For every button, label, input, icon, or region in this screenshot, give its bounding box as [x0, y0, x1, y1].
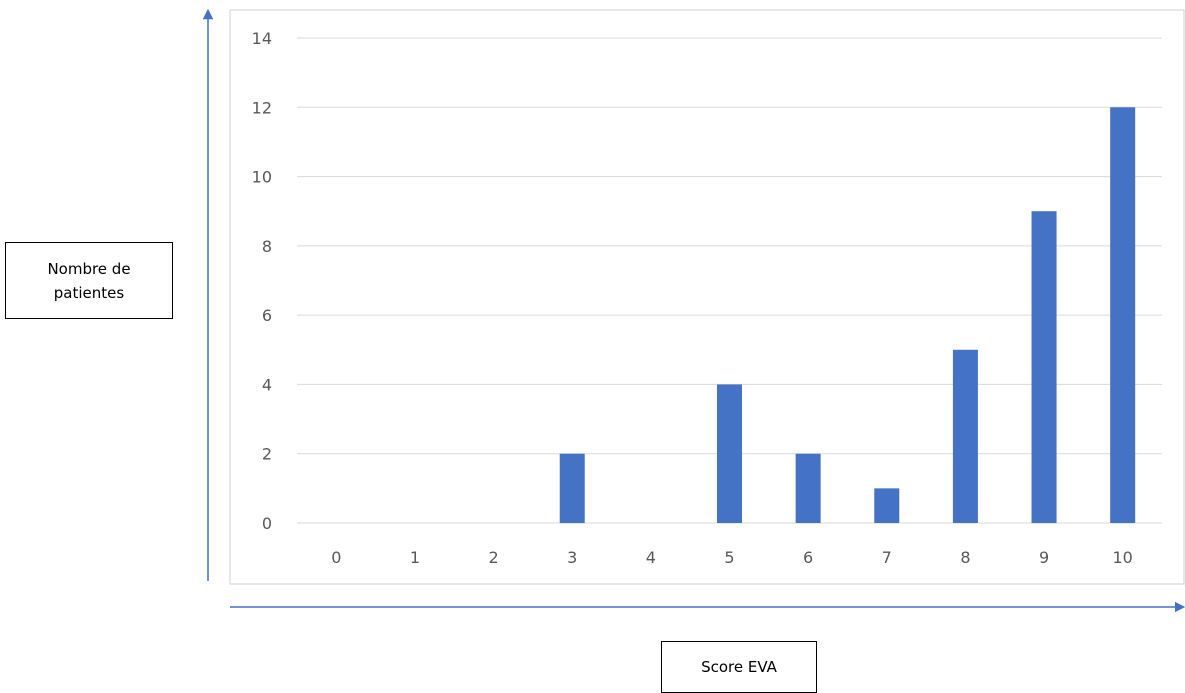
- x-tick-label: 6: [803, 548, 813, 567]
- bar: [952, 349, 978, 523]
- x-tick-labels: 0 1 2 3 4 5 6 7 8 9 10: [331, 548, 1133, 567]
- x-tick-label: 7: [882, 548, 892, 567]
- x-tick-label: 8: [960, 548, 970, 567]
- y-tick-label: 4: [262, 375, 272, 394]
- x-axis-label: Score EVA: [661, 641, 817, 693]
- x-tick-label: 3: [567, 548, 577, 567]
- gridlines: [297, 37, 1162, 524]
- y-tick-label: 8: [262, 237, 272, 256]
- bar: [795, 453, 821, 523]
- bars: [559, 107, 1136, 524]
- x-tick-label: 5: [724, 548, 734, 567]
- x-tick-label: 0: [331, 548, 341, 567]
- bar: [1110, 107, 1136, 524]
- y-tick-label: 6: [262, 306, 272, 325]
- bar: [1031, 211, 1057, 523]
- y-tick-labels: 0 2 4 6 8 10 12 14: [252, 29, 272, 533]
- x-tick-label: 2: [488, 548, 498, 567]
- y-tick-label: 14: [252, 29, 272, 48]
- bar: [874, 488, 900, 523]
- y-tick-label: 0: [262, 514, 272, 533]
- y-axis-label: Nombre de patientes: [5, 242, 173, 319]
- x-tick-label: 4: [646, 548, 656, 567]
- y-tick-label: 2: [262, 445, 272, 464]
- y-tick-label: 10: [252, 168, 272, 187]
- plot-frame: [229, 9, 1185, 585]
- x-tick-label: 1: [410, 548, 420, 567]
- y-tick-label: 12: [252, 98, 272, 117]
- x-tick-label: 9: [1039, 548, 1049, 567]
- bar: [559, 453, 585, 523]
- x-tick-label: 10: [1113, 548, 1133, 567]
- bar: [717, 384, 742, 523]
